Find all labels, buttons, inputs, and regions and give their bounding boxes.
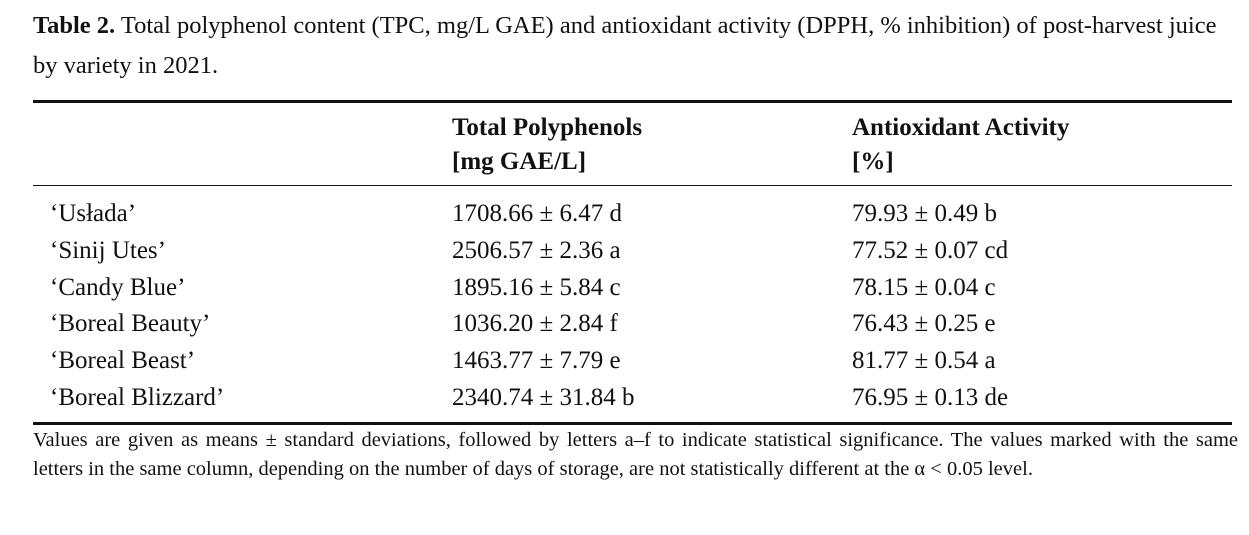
header-cell: [%] [852,148,894,175]
table-cell: 1895.16 ± 5.84 c [452,273,621,301]
row-label: ‘Boreal Blizzard’ [50,384,225,411]
caption: Table 2. Total polyphenol content (TPC, … [33,6,1238,86]
table-cell: 1463.77 ± 7.79 e [452,347,621,375]
table-cell: 81.77 ± 0.54 a [852,347,996,375]
row-label: ‘Sinij Utes’ [50,236,166,264]
row-label: ‘Boreal Beauty’ [50,310,211,338]
mid-rule [33,185,1232,187]
row-label: ‘Candy Blue’ [50,273,186,301]
header-cell: Antioxidant Activity [852,114,1070,141]
footnote: Values are given as means ± standard dev… [33,429,1238,480]
table-cell: 2340.74 ± 31.84 b [452,384,635,411]
table-cell: 2506.57 ± 2.36 a [452,236,621,264]
table-cell: 78.15 ± 0.04 c [852,273,996,301]
row-label: ‘Usłada’ [50,200,137,227]
header-cell: Total Polyphenols [452,114,643,141]
table-cell: 79.93 ± 0.49 b [852,200,997,227]
table-cell: 76.43 ± 0.25 e [852,310,996,338]
header-cell: [mg GAE/L] [452,148,587,175]
caption-text: Total polyphenol content (TPC, mg/L GAE)… [33,12,1217,79]
table-cell: 76.95 ± 0.13 de [852,384,1009,411]
table-cell: 1708.66 ± 6.47 d [452,200,622,227]
caption-label: Table 2. [33,12,116,39]
table-cell: 77.52 ± 0.07 cd [852,236,1009,264]
top-rule [33,100,1232,103]
bottom-rule [33,422,1232,425]
table-cell: 1036.20 ± 2.84 f [452,310,618,338]
row-label: ‘Boreal Beast’ [50,347,196,375]
